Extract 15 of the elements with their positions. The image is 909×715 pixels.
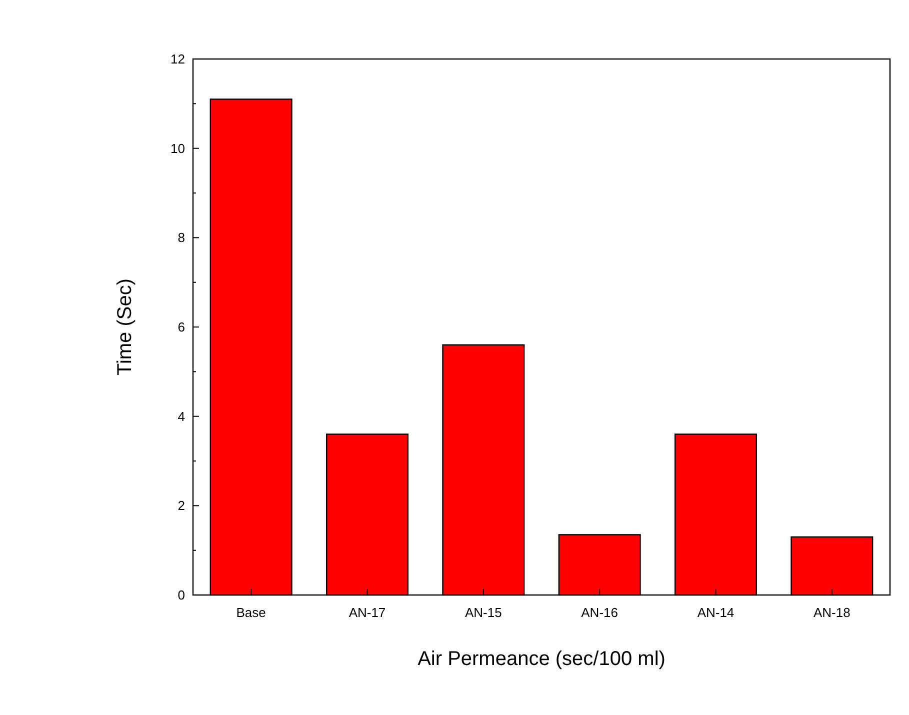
y-tick-label: 0 <box>178 588 185 603</box>
y-tick-label: 10 <box>170 140 185 156</box>
x-tick-label: AN-18 <box>813 605 850 620</box>
y-tick-label: 8 <box>178 230 185 246</box>
x-tick-label: AN-14 <box>697 605 734 620</box>
x-tick-label: AN-17 <box>348 605 386 620</box>
x-tick-label: AN-15 <box>464 605 502 620</box>
y-axis-title: Time (Sec) <box>114 278 136 376</box>
x-tick-label: AN-16 <box>581 605 618 620</box>
x-tick-label: Base <box>236 605 266 620</box>
y-tick-label: 2 <box>178 498 185 514</box>
y-tick-label: 4 <box>178 408 185 424</box>
y-tick-label: 6 <box>178 320 185 335</box>
x-axis-title: Air Permeance (sec/100 ml) <box>418 648 666 670</box>
y-tick-label: 12 <box>170 52 185 67</box>
